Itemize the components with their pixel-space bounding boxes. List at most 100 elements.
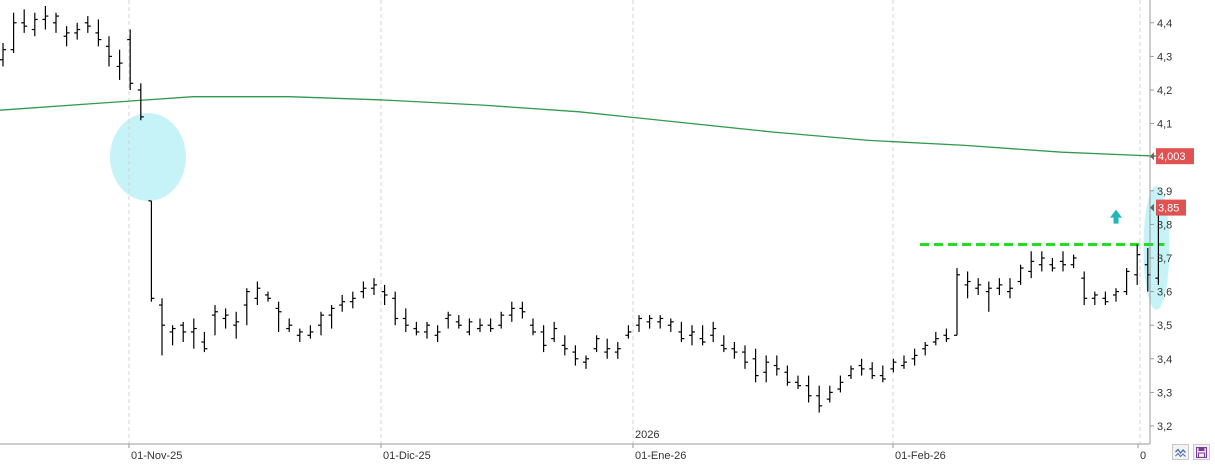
ohlc-bar xyxy=(212,305,218,336)
ohlc-bar xyxy=(1028,251,1035,279)
ohlc-bar xyxy=(763,355,770,383)
zoom-toggle-button[interactable] xyxy=(1172,444,1189,460)
ohlc-bar xyxy=(911,348,918,366)
ohlc-bar xyxy=(53,12,59,33)
ohlc-bar xyxy=(0,42,6,67)
price-tags: 4,003 3,85 xyxy=(1150,148,1194,216)
ohlc-bar xyxy=(699,325,706,346)
ohlc-bar xyxy=(667,318,674,332)
ohlc-bar xyxy=(540,325,547,353)
ohlc-bar xyxy=(805,375,812,403)
ohlc-bar xyxy=(201,331,208,353)
ohlc-bar xyxy=(1070,254,1077,269)
ohlc-bar xyxy=(137,83,144,121)
ohlc-bar xyxy=(646,315,653,329)
ohlc-bar xyxy=(21,9,28,33)
y-tick-label: 3,7 xyxy=(1157,253,1172,265)
ohlc-bar xyxy=(625,325,632,339)
y-axis: 4,44,34,24,143,93,83,73,63,53,43,33,2 xyxy=(1150,18,1172,433)
ohlc-bar xyxy=(360,281,367,299)
zigzag-icon xyxy=(1175,447,1186,457)
ohlc-bar xyxy=(890,358,897,373)
ohlc-bar xyxy=(964,271,971,299)
ohlc-bar xyxy=(932,331,939,346)
year-marker-label: 2026 xyxy=(635,429,659,441)
y-tick-label: 3,3 xyxy=(1157,387,1172,399)
ohlc-bar xyxy=(296,328,303,342)
ohlc-bar xyxy=(636,315,642,332)
ohlc-bar xyxy=(530,318,536,336)
ohlc-bar xyxy=(996,278,1003,295)
price-tag-label: 4,003 xyxy=(1158,151,1186,163)
ohlc-bar xyxy=(731,342,738,359)
y-tick-label: 3,2 xyxy=(1157,421,1172,433)
ohlc-bars xyxy=(0,6,1162,413)
ohlc-bar xyxy=(604,338,611,359)
ohlc-bar xyxy=(773,355,780,376)
ohlc-bar xyxy=(487,318,494,332)
ohlc-bar xyxy=(318,311,324,336)
ohlc-bar xyxy=(848,365,854,379)
y-tick-label: 3,5 xyxy=(1157,320,1172,332)
ohlc-bar xyxy=(583,355,589,369)
ohlc-bar xyxy=(243,288,250,326)
ohlc-bar xyxy=(1038,251,1045,272)
ohlc-bar xyxy=(455,315,462,329)
ohlc-bar xyxy=(1060,251,1066,272)
ohlc-bar xyxy=(1123,268,1130,295)
ohlc-bar xyxy=(10,12,17,54)
date-separators xyxy=(128,0,1141,444)
y-tick-label: 3,9 xyxy=(1157,186,1172,198)
price-tag: 4,003 xyxy=(1150,148,1194,165)
save-button[interactable] xyxy=(1193,444,1210,460)
ohlc-bar xyxy=(742,345,748,369)
price-tag-label: 3,85 xyxy=(1158,203,1179,215)
ohlc-bar xyxy=(1081,271,1088,306)
ohlc-bar xyxy=(275,301,282,332)
price-tag-box xyxy=(1156,148,1194,165)
ohlc-bar xyxy=(42,6,49,30)
ohlc-bar xyxy=(975,278,982,295)
ohlc-bar xyxy=(498,311,505,329)
y-tick-label: 4,3 xyxy=(1157,51,1172,63)
ohlc-bar xyxy=(922,342,929,356)
ohlc-bar xyxy=(720,335,727,353)
ohlc-bar xyxy=(954,268,960,336)
ohlc-bar xyxy=(826,385,833,403)
y-tick-label: 3,8 xyxy=(1157,219,1172,231)
ohlc-bar xyxy=(985,281,992,312)
ohlc-bar xyxy=(593,335,600,353)
ohlc-bar xyxy=(1091,291,1098,306)
x-tick-label: 01-Ene-26 xyxy=(635,450,686,462)
highlight-ellipse-gap xyxy=(110,113,186,201)
y-tick-label: 4,1 xyxy=(1157,119,1172,131)
ohlc-bar xyxy=(477,318,483,332)
ohlc-bar xyxy=(657,315,664,329)
ohlc-bar xyxy=(689,325,695,346)
ohlc-bar xyxy=(561,335,568,356)
ohlc-bar xyxy=(424,321,430,339)
ohlc-bar xyxy=(116,49,123,80)
ohlc-bar xyxy=(784,365,791,386)
ohlc-bar xyxy=(816,385,823,413)
y-tick-label: 3,4 xyxy=(1157,354,1172,366)
save-icon xyxy=(1196,446,1207,458)
y-tick-label: 4,2 xyxy=(1157,85,1172,97)
ohlc-bar xyxy=(466,318,473,336)
x-tick-label: 01-Dic-25 xyxy=(383,450,431,462)
ohlc-bar xyxy=(169,325,176,346)
ohlc-bar xyxy=(180,321,187,342)
y-tick-label: 3,6 xyxy=(1157,287,1172,299)
ohlc-bar xyxy=(349,291,356,309)
ohlc-bar xyxy=(190,318,197,349)
ohlc-bar xyxy=(508,301,515,322)
ohlc-bar xyxy=(710,321,717,342)
ohlc-bar xyxy=(127,29,134,90)
ohlc-bar xyxy=(392,291,399,326)
ohlc-bar xyxy=(1049,258,1056,272)
x-tick-label: 01-Nov-25 xyxy=(131,450,182,462)
ohlc-bar xyxy=(286,318,293,332)
ohlc-bar xyxy=(1134,244,1141,285)
